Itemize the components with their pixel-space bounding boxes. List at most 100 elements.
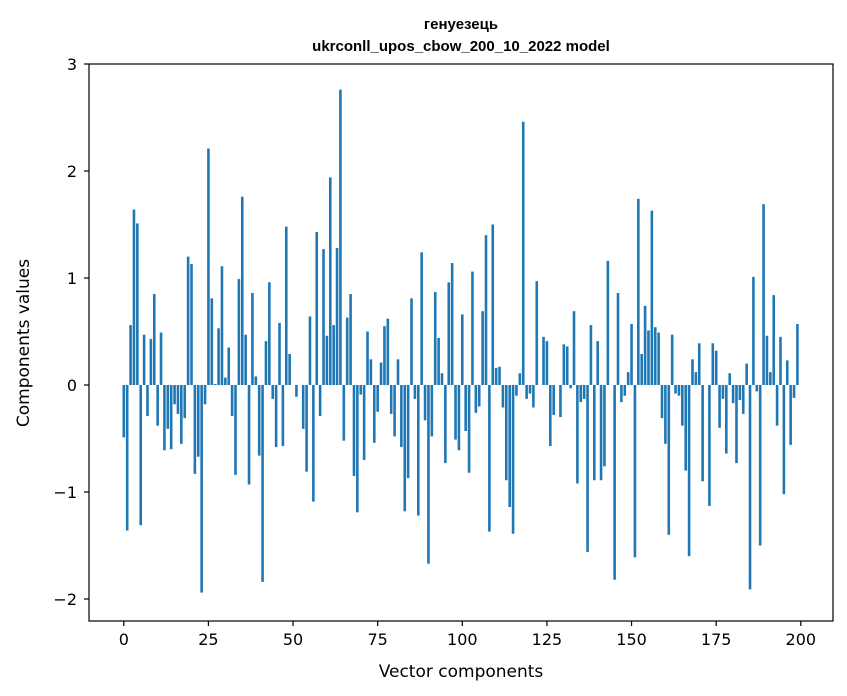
bar bbox=[345, 317, 349, 385]
bar bbox=[240, 196, 244, 385]
bar bbox=[589, 325, 593, 385]
bar bbox=[545, 341, 549, 385]
bar bbox=[186, 256, 190, 385]
bar bbox=[711, 343, 715, 385]
plot-frame bbox=[88, 63, 834, 622]
bar bbox=[325, 335, 329, 385]
bar bbox=[146, 385, 149, 417]
bar bbox=[207, 148, 210, 385]
bar bbox=[237, 279, 241, 385]
bar bbox=[122, 385, 126, 438]
bar bbox=[278, 322, 281, 385]
bar bbox=[603, 385, 606, 467]
bar bbox=[430, 385, 434, 437]
bar bbox=[132, 209, 136, 385]
bar bbox=[274, 385, 278, 448]
bar bbox=[224, 377, 227, 385]
bar bbox=[640, 353, 643, 385]
bar bbox=[339, 89, 342, 386]
y-axis-label: Components values bbox=[14, 259, 34, 427]
bar bbox=[796, 324, 799, 385]
bar bbox=[677, 385, 681, 396]
bar bbox=[393, 385, 396, 437]
bar bbox=[708, 385, 711, 506]
bar bbox=[180, 385, 183, 444]
bar bbox=[691, 359, 694, 385]
bar bbox=[410, 298, 413, 385]
chart-title: генуезець bbox=[424, 16, 498, 33]
bar bbox=[670, 334, 674, 385]
x-tick-label: 200 bbox=[786, 630, 817, 649]
y-tick-label: 3 bbox=[67, 55, 77, 74]
bar bbox=[758, 385, 762, 546]
bar bbox=[433, 291, 437, 385]
bar bbox=[599, 385, 603, 481]
bar bbox=[755, 385, 759, 392]
bar bbox=[136, 223, 139, 385]
bar bbox=[772, 295, 776, 385]
bar bbox=[701, 385, 704, 482]
bar bbox=[471, 271, 474, 385]
bar bbox=[769, 372, 772, 385]
bar bbox=[366, 331, 369, 385]
bar bbox=[515, 385, 518, 396]
bar bbox=[444, 385, 447, 464]
bar bbox=[420, 252, 423, 385]
bar bbox=[782, 385, 786, 495]
bar bbox=[369, 359, 373, 385]
bar bbox=[643, 305, 647, 385]
bar bbox=[156, 385, 159, 426]
bar bbox=[569, 385, 572, 389]
bar bbox=[464, 385, 467, 432]
bar bbox=[593, 385, 596, 481]
bar bbox=[196, 385, 200, 457]
bar bbox=[667, 385, 671, 535]
bar bbox=[586, 385, 589, 552]
bar bbox=[721, 385, 725, 399]
bar bbox=[139, 385, 143, 526]
bar bbox=[785, 360, 789, 385]
bar bbox=[579, 385, 583, 403]
bar bbox=[674, 385, 677, 394]
bar bbox=[166, 385, 170, 429]
bar bbox=[257, 385, 261, 456]
bar bbox=[247, 385, 251, 485]
x-tick-label: 150 bbox=[616, 630, 647, 649]
bar bbox=[163, 385, 166, 451]
bar bbox=[684, 385, 688, 471]
bar bbox=[200, 385, 203, 593]
y-tick-label: −2 bbox=[53, 590, 77, 609]
bar bbox=[731, 385, 735, 404]
bar bbox=[227, 347, 231, 385]
bar bbox=[738, 385, 742, 400]
bar bbox=[461, 314, 464, 385]
bar bbox=[264, 341, 268, 385]
bar bbox=[477, 385, 481, 407]
bar bbox=[542, 336, 545, 385]
bar bbox=[521, 121, 525, 385]
bar bbox=[328, 177, 332, 385]
chart-subtitle: ukrconll_upos_cbow_200_10_2022 model bbox=[312, 38, 610, 55]
bar bbox=[359, 385, 363, 395]
bar bbox=[308, 316, 312, 385]
bar bbox=[288, 353, 291, 385]
x-axis-label: Vector components bbox=[379, 662, 544, 682]
bar bbox=[532, 385, 535, 408]
x-tick-label: 0 bbox=[119, 630, 129, 649]
bar bbox=[315, 231, 319, 385]
x-tick-label: 125 bbox=[532, 630, 563, 649]
bar bbox=[626, 372, 630, 385]
bar bbox=[637, 198, 640, 385]
y-tick-label: 1 bbox=[67, 269, 77, 288]
bars-group bbox=[122, 89, 799, 593]
bar bbox=[535, 281, 539, 385]
bar bbox=[396, 359, 400, 385]
bar bbox=[660, 385, 664, 419]
bar bbox=[559, 385, 562, 418]
bar bbox=[467, 385, 471, 473]
bar bbox=[437, 337, 440, 385]
bar bbox=[349, 294, 352, 385]
bar bbox=[376, 385, 379, 412]
bar bbox=[488, 385, 491, 532]
bar bbox=[372, 385, 376, 443]
